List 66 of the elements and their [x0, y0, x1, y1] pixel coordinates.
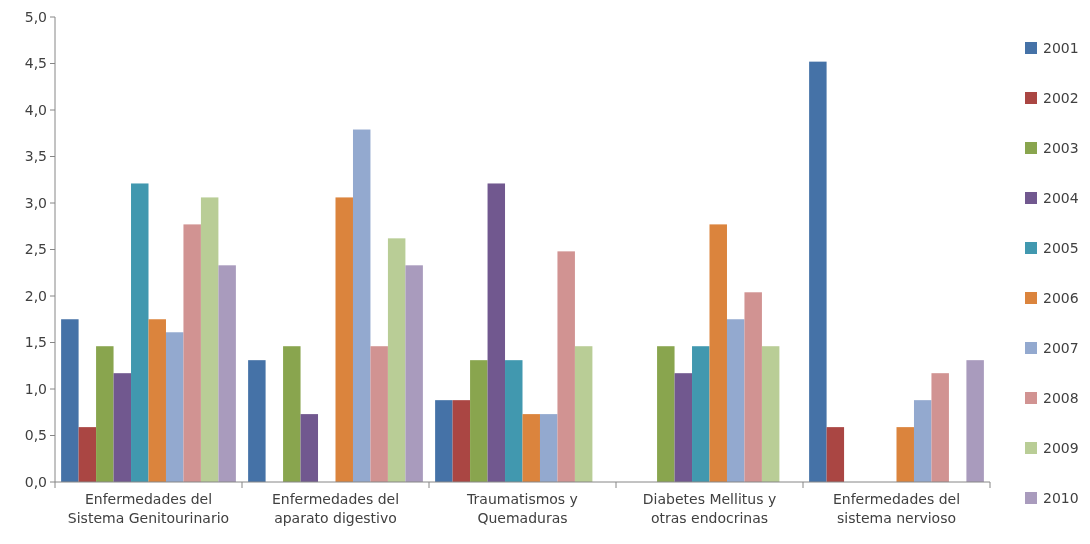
- y-tick-label: 5,0: [24, 8, 47, 25]
- bar: [674, 373, 693, 482]
- bar: [809, 61, 827, 482]
- bar: [352, 129, 371, 482]
- bar: [826, 427, 845, 482]
- legend-label: 2001: [1043, 39, 1079, 56]
- bar: [931, 373, 949, 482]
- y-tick-label: 1,0: [24, 380, 47, 397]
- bar: [248, 360, 266, 482]
- legend-label: 2007: [1043, 339, 1079, 356]
- y-tick-label: 1,5: [24, 334, 47, 351]
- bar: [78, 427, 97, 482]
- bar: [335, 197, 353, 482]
- legend-label: 2006: [1043, 289, 1079, 306]
- bar: [218, 265, 236, 482]
- x-tick-label: Diabetes Mellitus y otras endocrinas: [642, 491, 777, 526]
- legend-label: 2003: [1043, 139, 1079, 156]
- legend-label: 2004: [1043, 189, 1079, 206]
- bar: [913, 400, 932, 482]
- bar: [61, 319, 79, 482]
- bar: [452, 400, 471, 482]
- bar: [405, 265, 423, 482]
- bar: [692, 346, 710, 482]
- bar: [113, 373, 132, 482]
- bar: [505, 360, 523, 482]
- bar: [148, 319, 166, 482]
- bar: [539, 414, 558, 482]
- bar: [657, 346, 675, 482]
- bar: [470, 360, 488, 482]
- bar: [522, 414, 540, 482]
- bar: [709, 224, 727, 482]
- bar: [487, 183, 506, 482]
- y-tick-label: 3,0: [24, 194, 47, 211]
- y-tick-label: 2,0: [24, 287, 47, 304]
- bar: [761, 346, 780, 482]
- bar: [557, 251, 575, 482]
- bar: [131, 183, 149, 482]
- bar: [574, 346, 593, 482]
- bar: [96, 346, 114, 482]
- bar: [896, 427, 914, 482]
- y-tick-label: 0,5: [24, 427, 47, 444]
- y-tick-label: 0,0: [24, 473, 47, 490]
- legend-label: 2002: [1043, 89, 1079, 106]
- x-tick-label: Enfermedades del Sistema Genitourinario: [67, 491, 230, 526]
- legend-label: 2010: [1043, 489, 1079, 506]
- x-tick-label: Enfermedades del aparato digestivo: [271, 491, 400, 526]
- y-tick-label: 4,5: [24, 55, 47, 72]
- legend-label: 2008: [1043, 389, 1079, 406]
- y-tick-label: 3,5: [24, 148, 47, 165]
- bar: [726, 319, 745, 482]
- y-tick-label: 4,0: [24, 101, 47, 118]
- bar: [300, 414, 319, 482]
- x-tick-label: Traumatismos y Quemaduras: [466, 491, 578, 526]
- bar: [183, 224, 201, 482]
- legend-label: 2009: [1043, 439, 1079, 456]
- bar: [370, 346, 388, 482]
- legend-label: 2005: [1043, 239, 1079, 256]
- bar: [435, 400, 453, 482]
- x-tick-label: Enfermedades del sistema nervioso: [832, 491, 961, 526]
- bar: [744, 292, 762, 482]
- bar: [283, 346, 301, 482]
- bar: [165, 332, 184, 482]
- bar: [387, 238, 406, 482]
- bar: [966, 360, 984, 482]
- bar: [200, 197, 219, 482]
- y-tick-label: 2,5: [24, 241, 47, 258]
